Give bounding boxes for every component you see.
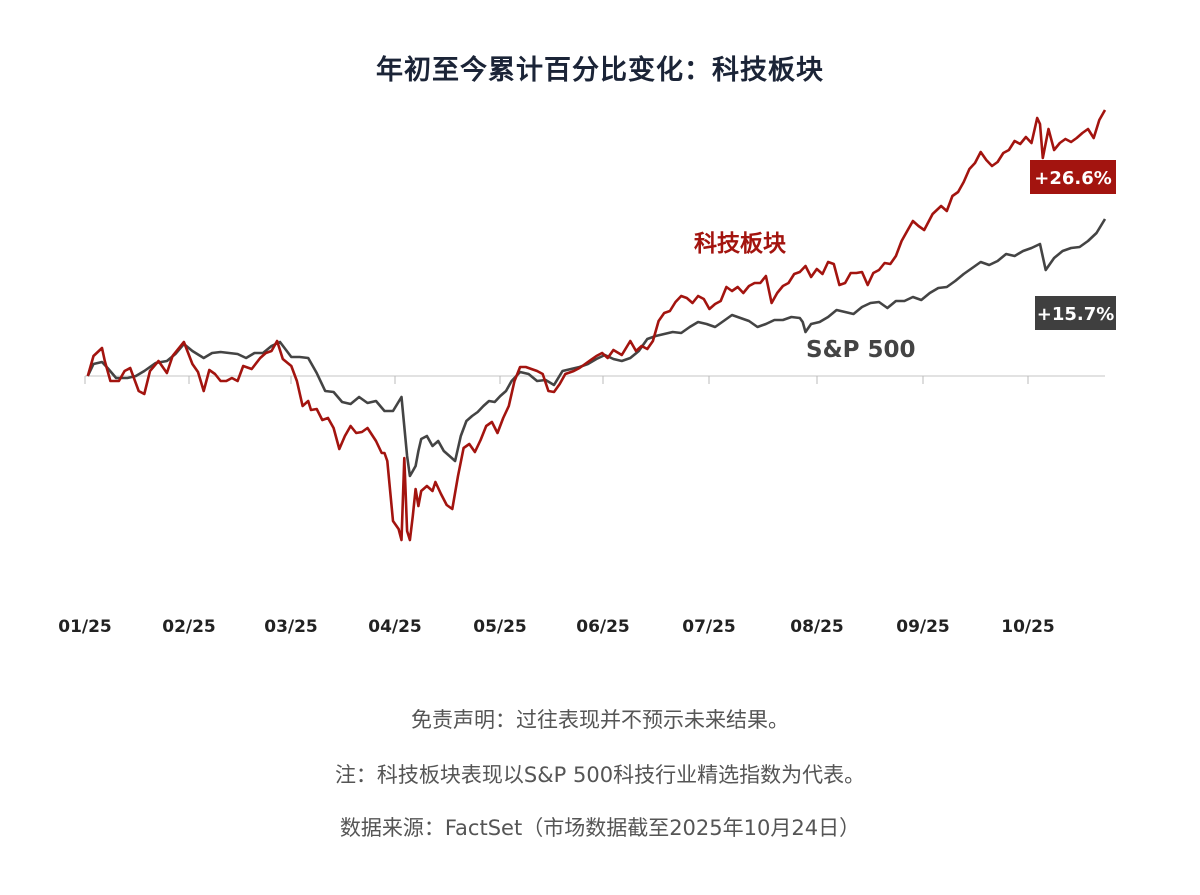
source-note: 数据来源：FactSet（市场数据截至2025年10月24日） bbox=[339, 816, 861, 840]
x-axis-tick-labels: 01/25 02/25 03/25 04/25 05/25 06/25 07/25 08/25… bbox=[58, 617, 1055, 637]
tech-series-line bbox=[86, 109, 1107, 542]
x-tick-label: 10/25 bbox=[1001, 617, 1055, 637]
x-tick-label: 05/25 bbox=[473, 617, 527, 637]
x-tick-label: 04/25 bbox=[368, 617, 422, 637]
index-note: 注：科技板块表现以S&P 500科技行业精选指数为代表。 bbox=[334, 763, 866, 787]
tech-end-value: +26.6% bbox=[1034, 168, 1112, 189]
x-tick-label: 06/25 bbox=[576, 617, 630, 637]
chart-title: 年初至今累计百分比变化：科技板块 bbox=[376, 55, 824, 86]
disclaimer-note: 免责声明：过往表现并不预示未来结果。 bbox=[411, 708, 789, 732]
sp500-series-label: S&P 500 bbox=[806, 337, 916, 363]
x-tick-label: 03/25 bbox=[264, 617, 318, 637]
x-tick-label: 08/25 bbox=[790, 617, 844, 637]
sp500-end-value: +15.7% bbox=[1037, 304, 1115, 325]
x-axis-ticks bbox=[84, 376, 1029, 384]
x-tick-label: 02/25 bbox=[162, 617, 216, 637]
sp500-end-badge bbox=[1035, 296, 1116, 330]
tech-end-badge bbox=[1030, 160, 1116, 194]
x-tick-label: 07/25 bbox=[682, 617, 736, 637]
x-tick-label: 01/25 bbox=[58, 617, 112, 637]
sp500-series-line bbox=[86, 218, 1107, 478]
tech-series-label: 科技板块 bbox=[694, 231, 786, 257]
x-tick-label: 09/25 bbox=[896, 617, 950, 637]
